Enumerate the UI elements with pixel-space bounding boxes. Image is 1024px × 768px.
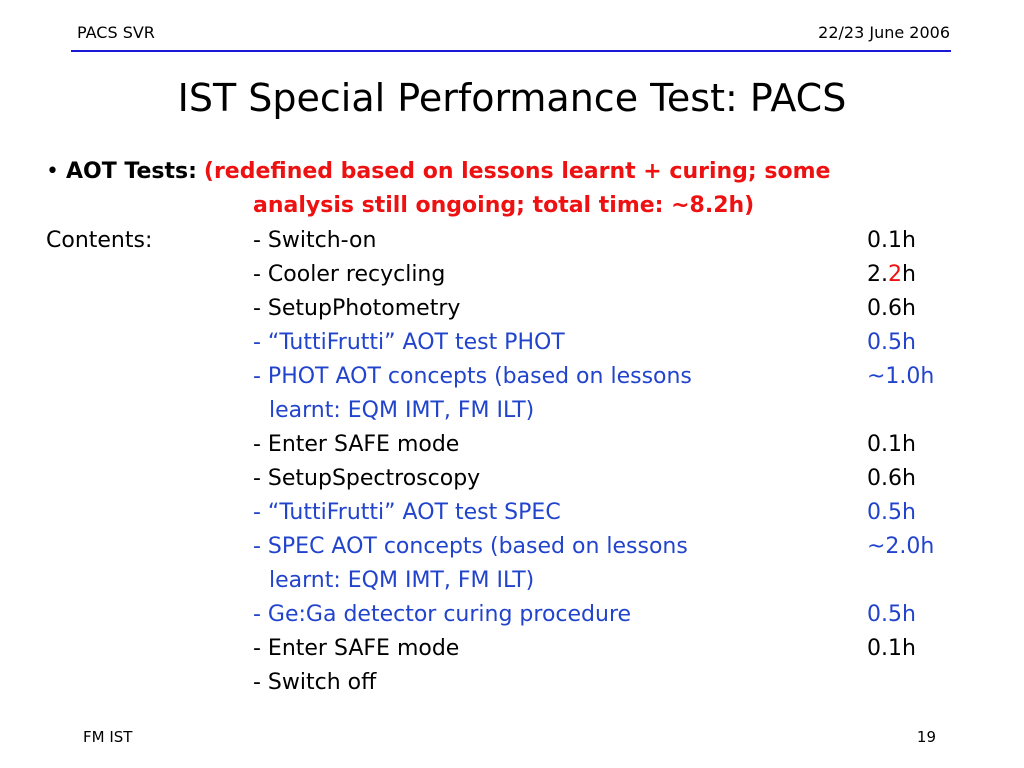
- item-text: - “TuttiFrutti” AOT test PHOT: [253, 330, 565, 355]
- item-text: - SetupPhotometry: [253, 296, 461, 321]
- time-part: 2.: [867, 262, 888, 287]
- list-item-continuation: learnt: EQM IMT, FM ILT): [253, 394, 953, 428]
- list-item: - SetupSpectroscopy 0.6h: [253, 462, 953, 496]
- list-item: - SetupPhotometry 0.6h: [253, 292, 953, 326]
- list-item: - Switch off: [253, 666, 953, 700]
- header-date: 22/23 June 2006: [818, 23, 950, 42]
- bullet-aot-tests: • AOT Tests: (redefined based on lessons…: [46, 155, 830, 189]
- list-item: - “TuttiFrutti” AOT test PHOT 0.5h: [253, 326, 953, 360]
- list-item-continuation: learnt: EQM IMT, FM ILT): [253, 564, 953, 598]
- bullet-icon: •: [46, 159, 59, 184]
- time-part-highlight: 2: [888, 262, 902, 287]
- item-text: - Switch off: [253, 670, 377, 695]
- list-item: - Cooler recycling 2.2h: [253, 258, 953, 292]
- item-text: - Ge:Ga detector curing procedure: [253, 602, 632, 627]
- item-time: 0.5h: [867, 500, 916, 525]
- item-text: - SPEC AOT concepts (based on lessons: [253, 534, 688, 559]
- item-text: - PHOT AOT concepts (based on lessons: [253, 364, 692, 389]
- contents-list: - Switch-on 0.1h - Cooler recycling 2.2h…: [253, 224, 953, 700]
- item-time: 0.5h: [867, 330, 916, 355]
- item-time: 0.6h: [867, 466, 916, 491]
- bullet-label: AOT Tests:: [65, 159, 197, 184]
- item-text: - SetupSpectroscopy: [253, 466, 481, 491]
- list-item: - SPEC AOT concepts (based on lessons ~2…: [253, 530, 953, 564]
- item-time: ~1.0h: [867, 364, 935, 389]
- list-item: - Enter SAFE mode 0.1h: [253, 428, 953, 462]
- contents-label: Contents:: [46, 228, 153, 253]
- item-text: - Enter SAFE mode: [253, 636, 460, 661]
- list-item: - Ge:Ga detector curing procedure 0.5h: [253, 598, 953, 632]
- list-item: - Switch-on 0.1h: [253, 224, 953, 258]
- header-divider: [71, 50, 951, 52]
- item-time: 0.1h: [867, 228, 916, 253]
- item-text: - Cooler recycling: [253, 262, 446, 287]
- item-time: 0.6h: [867, 296, 916, 321]
- item-text: learnt: EQM IMT, FM ILT): [269, 398, 535, 423]
- bullet-note-line1: (redefined based on lessons learnt + cur…: [203, 159, 831, 184]
- header-left: PACS SVR: [77, 23, 155, 42]
- list-item: - “TuttiFrutti” AOT test SPEC 0.5h: [253, 496, 953, 530]
- footer-left: FM IST: [83, 728, 133, 746]
- item-text: - “TuttiFrutti” AOT test SPEC: [253, 500, 561, 525]
- list-item: - Enter SAFE mode 0.1h: [253, 632, 953, 666]
- time-part: h: [902, 262, 916, 287]
- item-time: 0.5h: [867, 602, 916, 627]
- slide-title: IST Special Performance Test: PACS: [177, 76, 847, 120]
- bullet-note-line2: analysis still ongoing; total time: ~8.2…: [253, 193, 755, 218]
- item-text: - Switch-on: [253, 228, 377, 253]
- item-time: 0.1h: [867, 432, 916, 457]
- page-number: 19: [916, 728, 936, 746]
- list-item: - PHOT AOT concepts (based on lessons ~1…: [253, 360, 953, 394]
- item-text: - Enter SAFE mode: [253, 432, 460, 457]
- item-time: 2.2h: [867, 258, 916, 292]
- item-time: ~2.0h: [867, 534, 935, 559]
- item-text: learnt: EQM IMT, FM ILT): [269, 568, 535, 593]
- item-time: 0.1h: [867, 636, 916, 661]
